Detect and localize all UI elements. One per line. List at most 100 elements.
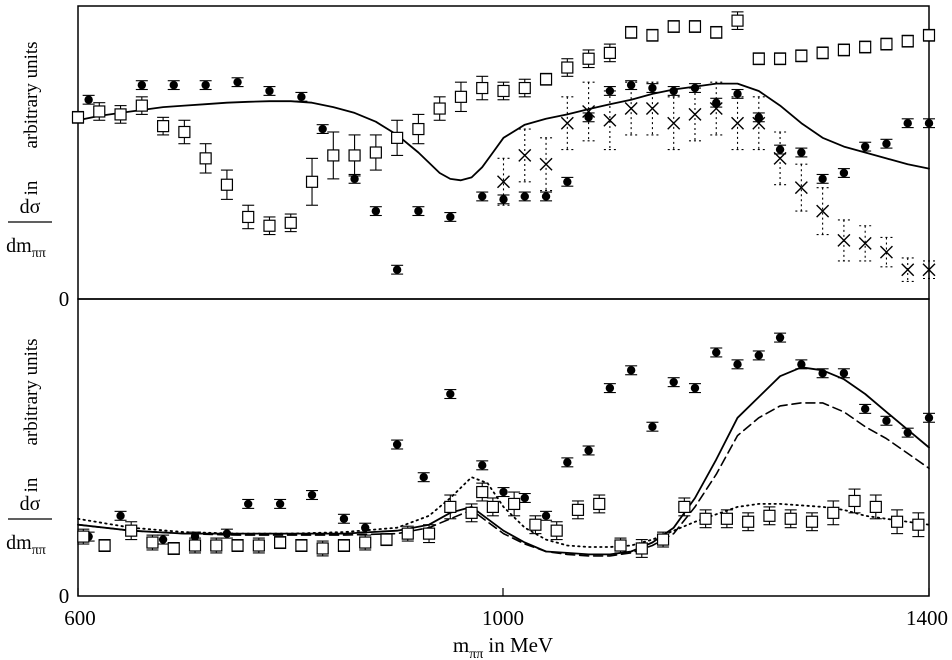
bottom-filled-circles-point	[540, 510, 553, 521]
bottom-ylabel-numerator: dσ	[20, 493, 41, 515]
marker-square	[114, 108, 127, 121]
top-solid-curve	[77, 82, 930, 182]
top-open-squares-point	[93, 102, 106, 121]
top-open-squares-point	[476, 75, 489, 101]
top-filled-circles-point	[923, 118, 935, 129]
marker-square	[922, 29, 936, 42]
top-crosses-point	[731, 96, 745, 151]
marker-circle	[307, 490, 317, 500]
bottom-open-squares-point	[231, 539, 244, 553]
marker-square	[667, 20, 680, 33]
marker-square	[401, 527, 414, 540]
bottom-filled-circles-point	[688, 383, 701, 394]
marker-circle	[116, 511, 125, 521]
marker-square	[773, 52, 787, 65]
top-ylabel-numerator: dσ	[20, 196, 41, 218]
marker-cross	[794, 181, 808, 195]
bottom-solid-curve	[77, 366, 930, 556]
marker-circle	[775, 333, 785, 342]
marker-cross	[837, 233, 851, 247]
marker-circle	[419, 473, 428, 482]
x-axis-title-main: m	[453, 633, 469, 657]
marker-square	[678, 500, 691, 513]
top-y-tick-label-0: 0	[59, 287, 70, 311]
top-crosses-point	[518, 128, 532, 183]
bottom-open-squares-point	[337, 539, 351, 553]
bottom-filled-circles-point	[497, 487, 510, 498]
marker-circle	[584, 446, 593, 455]
marker-square	[369, 146, 382, 159]
marker-square	[284, 216, 297, 229]
marker-cross	[645, 102, 659, 116]
marker-square	[827, 506, 840, 519]
marker-circle	[882, 139, 891, 148]
marker-circle	[446, 212, 455, 222]
top-crosses-point	[922, 260, 936, 280]
marker-square	[93, 105, 106, 118]
top-ylabel-subscript: ππ	[32, 246, 46, 261]
marker-circle	[233, 77, 242, 87]
bottom-filled-circles-point	[710, 347, 723, 358]
marker-square	[508, 497, 521, 511]
bottom-dashed-curve	[77, 402, 930, 557]
bottom-filled-circles-point	[774, 332, 787, 343]
marker-square	[731, 14, 744, 27]
top-filled-circles-point	[412, 206, 425, 217]
bottom-filled-circles-point	[391, 439, 404, 450]
top-open-squares-point	[773, 52, 787, 66]
marker-cross	[497, 175, 510, 189]
top-open-squares-point	[625, 25, 638, 39]
marker-circle	[860, 142, 870, 151]
marker-square	[593, 497, 606, 511]
marker-square	[305, 175, 319, 188]
marker-circle	[297, 92, 306, 102]
top-crosses-point	[773, 131, 787, 186]
marker-circle	[446, 389, 455, 399]
marker-square	[359, 536, 372, 549]
top-crosses-point	[624, 81, 638, 136]
top-ylabel-units: arbitrary units	[21, 41, 42, 148]
marker-circle	[392, 440, 402, 449]
marker-circle	[563, 177, 572, 186]
bottom-panel-frame	[77, 298, 930, 597]
top-open-squares-point	[688, 20, 702, 33]
bottom-filled-circles-point	[582, 445, 595, 456]
marker-square	[476, 485, 489, 499]
bottom-open-squares-point	[550, 521, 563, 541]
bottom-filled-circles-point	[114, 510, 127, 521]
marker-square	[880, 37, 893, 51]
top-filled-circles-point	[540, 191, 553, 202]
bottom-filled-circles-point	[837, 368, 850, 379]
marker-cross	[667, 116, 681, 130]
marker-square	[614, 539, 627, 552]
marker-square	[295, 539, 308, 552]
bottom-open-squares-point	[784, 509, 797, 529]
top-open-squares-point	[859, 40, 872, 54]
marker-square	[539, 73, 553, 86]
marker-circle	[563, 458, 572, 467]
bottom-dotted-curve	[77, 476, 930, 548]
marker-square	[391, 131, 404, 144]
marker-circle	[541, 511, 551, 521]
marker-cross	[773, 151, 787, 165]
marker-circle	[339, 514, 349, 523]
x-tick-label-1000: 1000	[482, 606, 524, 630]
top-filled-circles-point	[263, 86, 276, 96]
top-open-squares-point	[880, 37, 893, 51]
bottom-open-squares-point	[401, 525, 414, 542]
marker-cross	[879, 245, 893, 259]
marker-circle	[392, 265, 402, 274]
top-panel-plot	[71, 11, 936, 282]
marker-circle	[669, 377, 678, 387]
marker-circle	[414, 206, 423, 216]
marker-circle	[371, 206, 381, 216]
marker-square	[805, 515, 819, 528]
marker-cross	[709, 102, 723, 116]
top-crosses-point	[879, 236, 893, 268]
top-open-squares-point	[752, 52, 765, 66]
top-filled-circles-point	[167, 80, 180, 91]
marker-cross	[816, 204, 830, 218]
marker-square	[837, 43, 851, 57]
marker-circle	[158, 535, 168, 544]
marker-circle	[265, 86, 274, 96]
